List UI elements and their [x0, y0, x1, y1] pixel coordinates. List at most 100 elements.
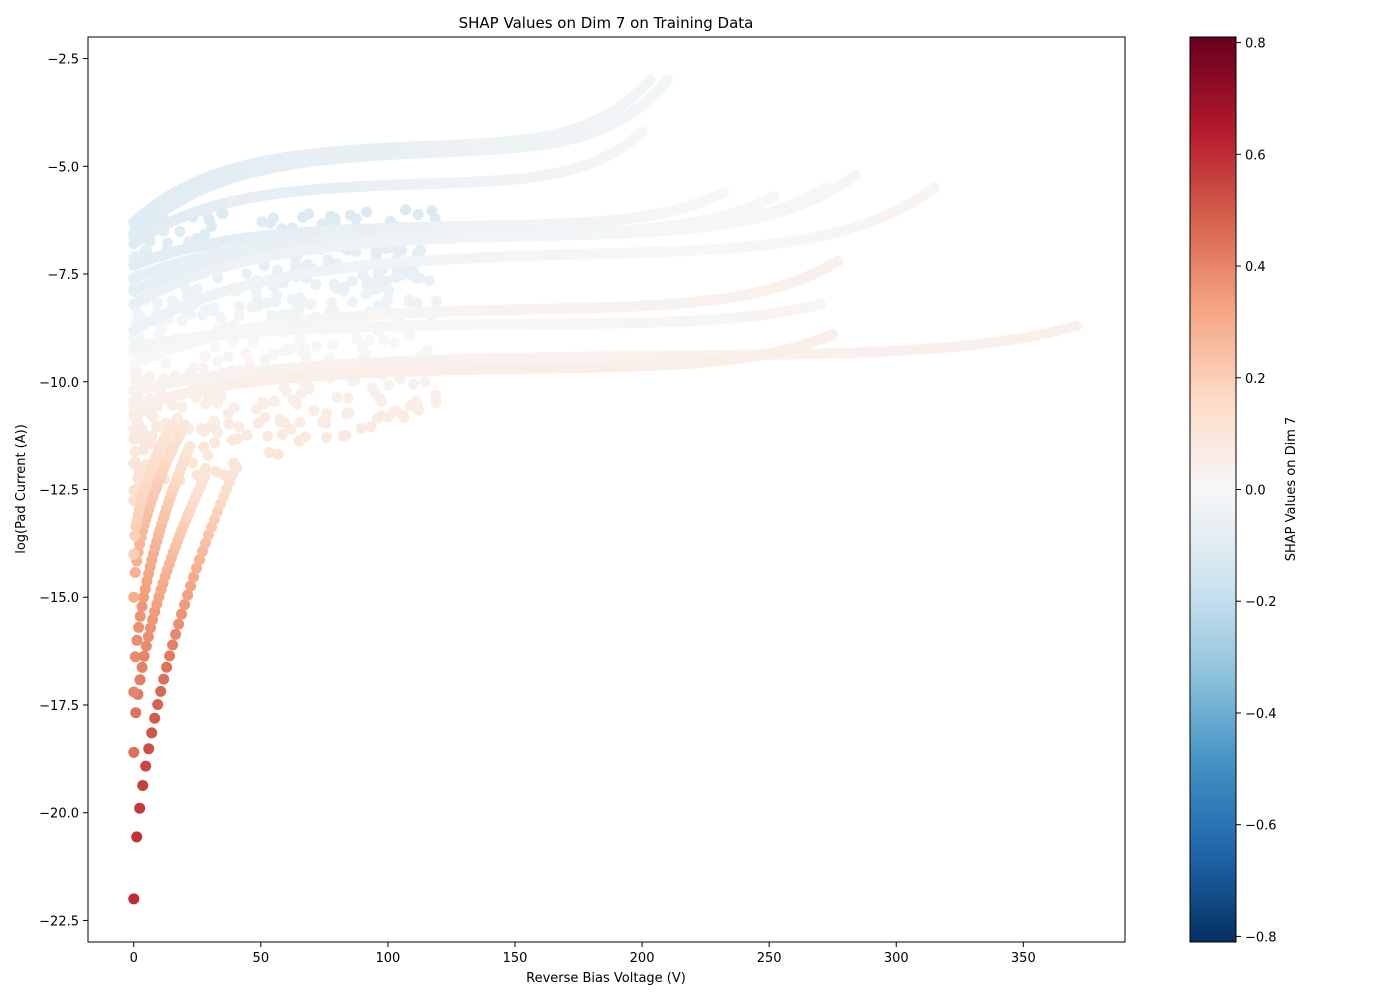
- scatter-point: [257, 396, 268, 408]
- colorbar-tick-label: 0.4: [1245, 260, 1266, 275]
- scatter-point: [377, 334, 389, 346]
- y-tick-label: −7.5: [47, 268, 79, 283]
- scatter-point: [146, 727, 158, 739]
- scatter-point: [295, 388, 307, 400]
- scatter-point: [137, 780, 149, 791]
- scatter-point: [227, 336, 239, 348]
- scatter-point: [199, 228, 211, 240]
- scatter-point: [142, 631, 154, 643]
- scatter-point: [342, 392, 354, 404]
- scatter-point: [182, 589, 194, 601]
- scatter-point: [379, 299, 391, 311]
- scatter-point: [198, 441, 210, 453]
- scatter-point: [308, 405, 320, 417]
- scatter-point: [134, 802, 146, 814]
- scatter-point: [246, 301, 258, 313]
- scatter-point: [162, 237, 174, 249]
- scatter-point: [146, 430, 158, 442]
- scatter-point: [350, 213, 362, 225]
- scatter-point: [188, 571, 200, 583]
- scatter-point: [170, 628, 182, 640]
- scatter-point: [372, 269, 384, 281]
- scatter-point: [229, 462, 241, 474]
- scatter-point: [212, 397, 224, 409]
- scatter-point: [133, 621, 145, 633]
- scatter-point: [768, 191, 780, 203]
- scatter-point: [179, 419, 191, 431]
- x-tick-label: 350: [1011, 951, 1036, 966]
- scatter-point: [294, 332, 306, 344]
- scatter-point: [337, 430, 349, 442]
- scatter-point: [414, 272, 425, 284]
- scatter-point: [850, 169, 862, 181]
- scatter-point: [140, 640, 152, 652]
- scatter-point: [346, 296, 358, 308]
- scatter-point: [131, 831, 143, 843]
- scatter-point: [325, 210, 337, 222]
- scatter-point: [223, 418, 235, 430]
- colorbar-tick-label: −0.4: [1245, 707, 1277, 722]
- x-tick-label: 150: [503, 951, 528, 966]
- scatter-point: [398, 410, 410, 422]
- scatter-point: [276, 429, 288, 440]
- scatter-point: [365, 421, 377, 433]
- scatter-point: [390, 271, 402, 283]
- scatter-point: [274, 413, 286, 425]
- y-axis-ticks: −2.5 −5.0 −7.5 −10.0 −12.5 −15.0 −17.5 −20.0 −22…: [39, 53, 88, 929]
- scatter-point: [322, 254, 334, 266]
- scatter-point: [160, 357, 171, 369]
- scatter-point: [179, 599, 191, 611]
- scatter-point: [244, 357, 256, 369]
- colorbar-tick-label: 0.6: [1245, 148, 1266, 163]
- scatter-point: [138, 650, 150, 662]
- scatter-point: [129, 530, 141, 542]
- scatter-point: [176, 608, 188, 620]
- scatter-point: [188, 286, 200, 298]
- scatter-point: [361, 206, 373, 218]
- colorbar-tick-label: 0.2: [1245, 372, 1266, 387]
- scatter-point: [346, 275, 358, 287]
- scatter-point: [202, 449, 214, 461]
- scatter-point: [278, 381, 290, 393]
- scatter-point: [261, 297, 273, 309]
- scatter-point: [419, 376, 431, 388]
- scatter-point: [1071, 320, 1083, 332]
- scatter-point: [151, 420, 163, 432]
- scatter-point: [294, 417, 306, 428]
- scatter-point: [152, 699, 164, 710]
- scatter-point: [176, 401, 188, 413]
- scatter-point: [258, 260, 270, 272]
- scatter-point: [167, 639, 179, 651]
- scatter-point: [212, 272, 224, 284]
- scatter-point: [200, 398, 212, 410]
- y-tick-label: −2.5: [47, 53, 79, 68]
- x-axis-ticks: 0 50 100 150 200 250 300 350: [130, 942, 1036, 966]
- scatter-point: [199, 471, 211, 483]
- scatter-point: [212, 426, 224, 438]
- colorbar-ticks: 0.8 0.6 0.4 0.2 0.0 −0.2 −0.4 −0.6 −0.8: [1236, 37, 1277, 945]
- scatter-point: [388, 337, 400, 349]
- x-tick-label: 100: [376, 951, 401, 966]
- scatter-point: [814, 298, 826, 310]
- scatter-point: [129, 373, 141, 385]
- scatter-point: [216, 207, 228, 219]
- scatter-point: [128, 893, 140, 905]
- scatter-point: [241, 429, 253, 441]
- scatter-point: [149, 712, 161, 724]
- scatter-point: [259, 412, 271, 424]
- scatter-point: [343, 407, 355, 419]
- scatter-point: [135, 426, 147, 438]
- scatter-point: [256, 216, 268, 228]
- scatter-point: [218, 469, 230, 481]
- scatter-point: [374, 393, 386, 404]
- y-tick-label: −17.5: [39, 699, 79, 714]
- scatter-point: [421, 344, 433, 356]
- scatter-point: [407, 378, 419, 390]
- scatter-point: [404, 329, 416, 341]
- scatter-point: [297, 211, 309, 223]
- scatter-point: [375, 410, 387, 422]
- scatter-point: [129, 567, 141, 578]
- scatter-point: [158, 673, 170, 685]
- colorbar-tick-label: −0.8: [1245, 930, 1277, 945]
